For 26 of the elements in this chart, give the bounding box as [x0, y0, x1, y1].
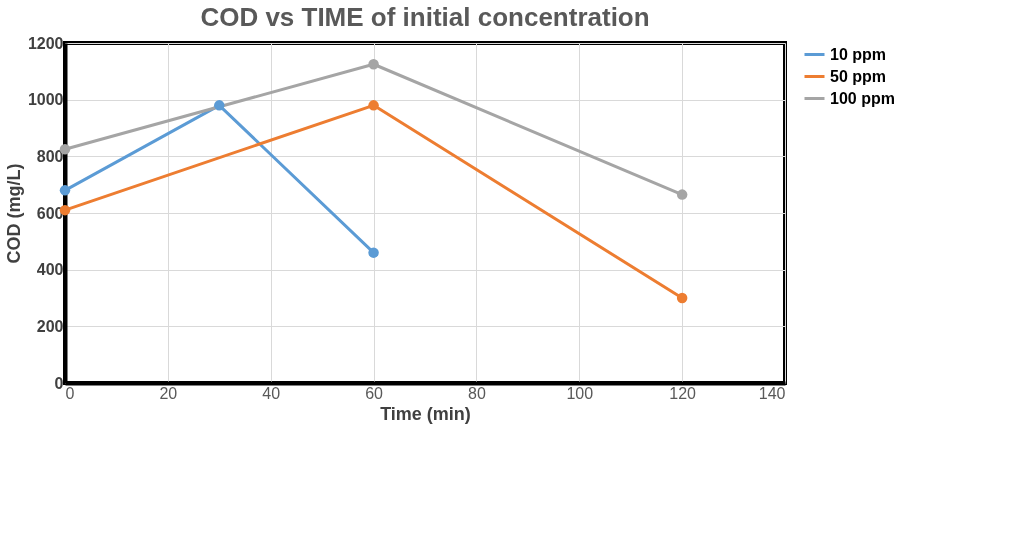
y-tick-label: 800: [36, 147, 64, 165]
y-tick-label: 1000: [27, 91, 64, 109]
legend-label: 100 ppm: [830, 89, 895, 107]
x-tick-label: 80: [468, 384, 486, 402]
x-tick-label: 100: [566, 384, 594, 402]
legend-label: 10 ppm: [830, 45, 887, 63]
x-axis-title: Time (min): [380, 403, 471, 424]
point: [59, 185, 71, 196]
point: [214, 100, 225, 111]
point: [368, 59, 379, 70]
y-tick-label: 1200: [27, 34, 64, 52]
x-tick-label: 20: [159, 384, 178, 402]
point: [676, 189, 688, 200]
x-tick-label: 140: [758, 384, 786, 402]
y-tick-label: 400: [36, 261, 64, 279]
legend-label: 50 ppm: [830, 67, 887, 85]
point: [368, 247, 379, 258]
point: [676, 292, 688, 304]
x-tick-label: 120: [669, 384, 697, 402]
point: [368, 100, 379, 111]
y-axis-title: COD (mg/L): [3, 163, 24, 264]
chart-title: COD vs TIME of initial concentration: [200, 2, 650, 32]
x-tick-label: 40: [262, 384, 281, 402]
x-tick-label: 60: [365, 384, 384, 402]
x-tick-label: 0: [65, 384, 75, 402]
y-tick-label: 200: [36, 317, 64, 335]
